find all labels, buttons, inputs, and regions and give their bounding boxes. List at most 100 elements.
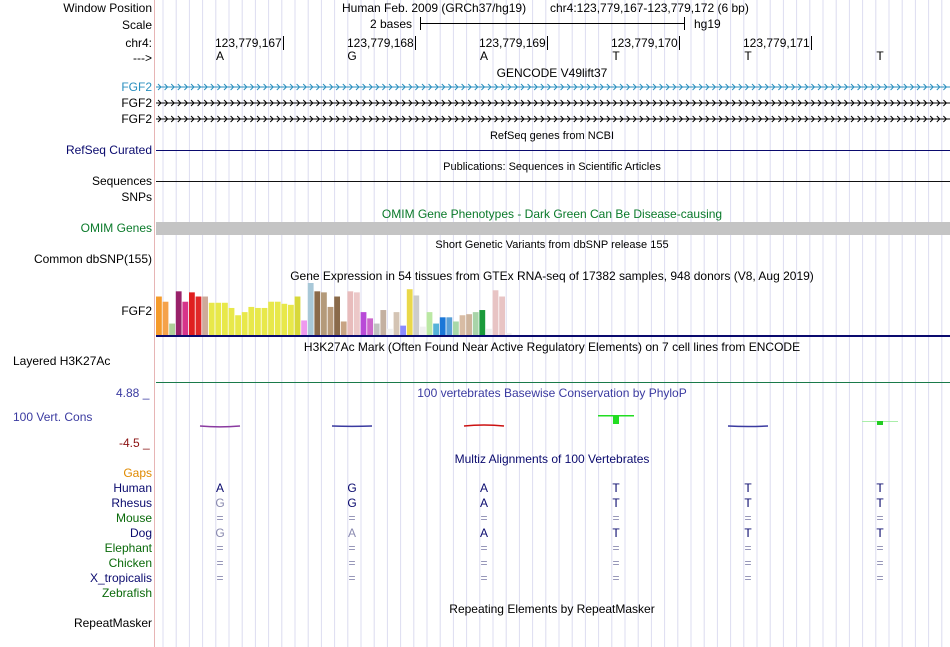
gtex-tissue-bar[interactable] xyxy=(406,289,413,335)
gtex-tissue-bar[interactable] xyxy=(446,317,453,335)
sequences-label[interactable]: Sequences xyxy=(91,174,152,188)
multiz-species-label[interactable]: Chicken xyxy=(108,556,152,570)
gtex-tissue-bar[interactable] xyxy=(413,295,420,335)
gtex-tissue-bar[interactable] xyxy=(466,314,472,335)
multiz-base: = xyxy=(744,541,752,555)
gtex-tissue-bar[interactable] xyxy=(274,301,281,335)
h3k27ac-label[interactable]: Layered H3K27Ac xyxy=(13,354,111,368)
gtex-tissue-bar[interactable] xyxy=(499,296,505,335)
gtex-tissue-bar[interactable] xyxy=(281,303,288,335)
refseq-line[interactable] xyxy=(156,150,950,151)
gtex-tissue-bar[interactable] xyxy=(222,302,228,335)
omim-title[interactable]: OMIM Gene Phenotypes - Dark Green Can Be… xyxy=(381,207,723,221)
gtex-tissue-bar[interactable] xyxy=(393,312,400,335)
gtex-tissue-bar[interactable] xyxy=(360,312,367,335)
gencode-label-3[interactable]: FGF2 xyxy=(121,112,152,126)
gtex-tissue-bar[interactable] xyxy=(314,291,321,335)
phylop-score-curve[interactable] xyxy=(463,424,505,427)
ruler-base: A xyxy=(479,49,488,63)
gtex-tissue-bar[interactable] xyxy=(288,304,294,335)
phylop-score-curve[interactable] xyxy=(199,425,241,428)
gtex-label[interactable]: FGF2 xyxy=(121,304,152,318)
multiz-species-label[interactable]: Human xyxy=(113,481,152,495)
gtex-tissue-bar[interactable] xyxy=(459,315,466,335)
gtex-tissue-bar[interactable] xyxy=(479,310,486,335)
gtex-tissue-bar[interactable] xyxy=(420,326,426,335)
gtex-tissue-bar[interactable] xyxy=(453,321,459,335)
gtex-tissue-bar[interactable] xyxy=(195,296,202,335)
gtex-tissue-bar[interactable] xyxy=(505,332,512,335)
phylop-title[interactable]: 100 vertebrates Basewise Conservation by… xyxy=(417,386,687,400)
gtex-tissue-bar[interactable] xyxy=(439,317,446,335)
repeatmasker-title[interactable]: Repeating Elements by RepeatMasker xyxy=(449,602,655,616)
gtex-tissue-bar[interactable] xyxy=(347,291,354,335)
gaps-label[interactable]: Gaps xyxy=(123,466,152,480)
gtex-tissue-bar[interactable] xyxy=(156,296,162,335)
multiz-species-label[interactable]: Mouse xyxy=(115,511,152,525)
gencode-label-2[interactable]: FGF2 xyxy=(121,96,152,110)
multiz-species-label[interactable]: X_tropicalis xyxy=(89,571,152,585)
gtex-tissue-bar[interactable] xyxy=(492,290,499,335)
phylop-score-bar[interactable] xyxy=(877,421,883,425)
gtex-tissue-bar[interactable] xyxy=(433,323,439,335)
gtex-tissue-bar[interactable] xyxy=(301,320,307,335)
multiz-title[interactable]: Multiz Alignments of 100 Vertebrates xyxy=(454,452,650,466)
gencode-label-1[interactable]: FGF2 xyxy=(121,80,152,94)
gtex-tissue-bar[interactable] xyxy=(189,292,195,335)
gtex-title[interactable]: Gene Expression in 54 tissues from GTEx … xyxy=(290,269,814,283)
gencode-gene-models[interactable] xyxy=(156,80,950,128)
gtex-tissue-bar[interactable] xyxy=(215,302,222,335)
gtex-tissue-bar[interactable] xyxy=(241,312,248,335)
gtex-tissue-bar[interactable] xyxy=(400,325,406,335)
gtex-tissue-bar[interactable] xyxy=(169,323,175,335)
multiz-species-label[interactable]: Elephant xyxy=(104,541,152,555)
gtex-tissue-bar[interactable] xyxy=(380,310,387,335)
gtex-tissue-bar[interactable] xyxy=(182,301,189,335)
gtex-bar-chart[interactable] xyxy=(156,283,556,335)
gtex-tissue-bar[interactable] xyxy=(235,315,241,335)
gtex-tissue-bar[interactable] xyxy=(261,307,268,335)
h3k27ac-title[interactable]: H3K27Ac Mark (Often Found Near Active Re… xyxy=(303,340,801,354)
gtex-tissue-bar[interactable] xyxy=(202,296,208,335)
gtex-tissue-bar[interactable] xyxy=(307,283,314,335)
gtex-tissue-bar[interactable] xyxy=(208,302,215,335)
publications-title[interactable]: Publications: Sequences in Scientific Ar… xyxy=(443,161,661,173)
dbsnp-label[interactable]: Common dbSNP(155) xyxy=(33,252,152,266)
gtex-tissue-bar[interactable] xyxy=(472,312,479,335)
phylop-plot[interactable] xyxy=(156,398,950,448)
gtex-tissue-bar[interactable] xyxy=(426,312,433,335)
gtex-tissue-bar[interactable] xyxy=(321,292,327,335)
multiz-species-label[interactable]: Zebrafish xyxy=(101,586,152,600)
gtex-tissue-bar[interactable] xyxy=(354,292,360,335)
h3k27ac-line[interactable] xyxy=(156,382,950,383)
gtex-tissue-bar[interactable] xyxy=(486,328,492,335)
refseq-title[interactable]: RefSeq genes from NCBI xyxy=(489,130,615,142)
phylop-label[interactable]: 100 Vert. Cons xyxy=(13,410,93,424)
gtex-tissue-bar[interactable] xyxy=(340,321,347,335)
multiz-species-label[interactable]: Rhesus xyxy=(111,496,152,510)
gtex-tissue-bar[interactable] xyxy=(373,323,380,335)
gtex-tissue-bar[interactable] xyxy=(228,307,235,335)
gtex-tissue-bar[interactable] xyxy=(334,296,340,335)
gtex-tissue-bar[interactable] xyxy=(175,291,182,335)
omim-bar[interactable] xyxy=(156,222,950,235)
gtex-tissue-bar[interactable] xyxy=(268,301,274,335)
omim-label[interactable]: OMIM Genes xyxy=(80,221,152,235)
sequences-line[interactable] xyxy=(156,181,950,182)
repeatmasker-label[interactable]: RepeatMasker xyxy=(73,616,152,630)
gtex-tissue-bar[interactable] xyxy=(367,318,373,335)
gtex-tissue-bar[interactable] xyxy=(387,328,393,335)
gtex-tissue-bar[interactable] xyxy=(248,306,255,335)
gtex-tissue-bar[interactable] xyxy=(327,306,334,335)
dbsnp-title[interactable]: Short Genetic Variants from dbSNP releas… xyxy=(435,239,669,251)
phylop-score-bar[interactable] xyxy=(613,415,619,424)
gtex-tissue-bar[interactable] xyxy=(294,296,301,335)
multiz-species-label[interactable]: Dog xyxy=(129,526,152,540)
gtex-tissue-bar[interactable] xyxy=(255,307,261,335)
gtex-tissue-bar[interactable] xyxy=(162,301,169,335)
gencode-title[interactable]: GENCODE V49lift37 xyxy=(496,66,608,80)
snps-label[interactable]: SNPs xyxy=(121,190,152,204)
multiz-base: = xyxy=(216,571,224,585)
refseq-label[interactable]: RefSeq Curated xyxy=(65,143,152,157)
